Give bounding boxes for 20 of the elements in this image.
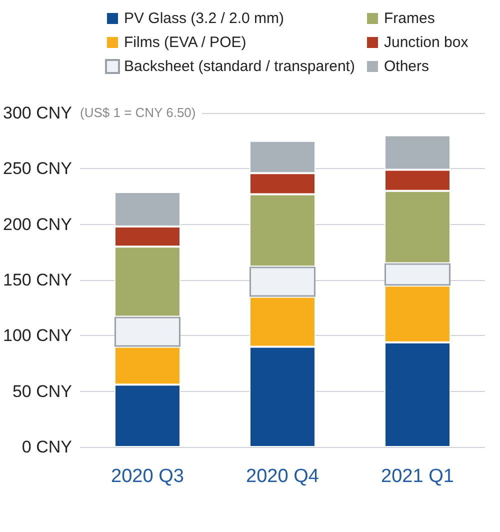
legend-label: Frames (384, 10, 435, 27)
x-tick-label: 2020 Q4 (246, 466, 320, 487)
y-tick-label: 0 CNY (22, 438, 72, 456)
legend-label: Films (EVA / POE) (124, 34, 246, 51)
legend-label: Backsheet (standard / transparent) (124, 58, 355, 75)
y-tick-label: 200 CNY (2, 214, 72, 234)
bar (114, 316, 180, 347)
x-tick-label: 2020 Q3 (111, 466, 184, 487)
annotation: (US$ 1 = CNY 6.50) (80, 105, 196, 120)
bar (249, 266, 316, 297)
y-tick-label: 300 CNY (2, 104, 72, 122)
y-tick-label: 150 CNY (2, 270, 72, 290)
bar (384, 263, 450, 286)
y-tick-label: 50 CNY (12, 382, 72, 401)
legend-label: Others (384, 58, 430, 75)
y-tick-label: 250 CNY (2, 159, 72, 178)
y-tick-label: 100 CNY (2, 326, 72, 346)
legend-label: PV Glass (3.2 / 2.0 mm) (124, 10, 284, 27)
legend-label: Junction box (384, 34, 469, 51)
x-tick-label: 2021 Q1 (381, 466, 454, 487)
